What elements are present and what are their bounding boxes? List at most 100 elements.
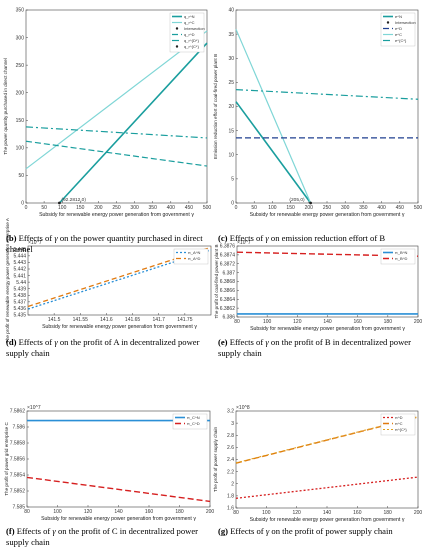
y-tick-label: 5.438 xyxy=(13,293,26,299)
y-tick-label: 30 xyxy=(228,56,234,62)
caption-post: on the profit of C in decentralized powe… xyxy=(6,526,199,547)
axis-exponent: ×10^7 xyxy=(237,240,251,246)
caption-symbol: γ xyxy=(265,337,269,347)
legend-label: π_A^D xyxy=(188,256,201,261)
y-tick-label: 7.586 xyxy=(12,425,25,431)
x-tick-label: 350 xyxy=(359,205,368,211)
caption-label: (d) xyxy=(6,337,17,347)
legend-marker xyxy=(386,21,390,24)
y-tick-label: 6.3868 xyxy=(220,279,236,285)
x-tick-label: 50 xyxy=(41,205,47,211)
y-axis-label: Emission reduction effort of coal-fired … xyxy=(213,54,218,159)
x-tick-label: 350 xyxy=(149,205,158,211)
x-tick-label: 100 xyxy=(53,509,62,515)
x-tick-label: 200 xyxy=(305,205,314,211)
series-line xyxy=(235,476,419,499)
legend-label: π^D xyxy=(395,415,403,420)
legend-label: π_A^N xyxy=(188,250,201,255)
series-line xyxy=(236,251,419,257)
y-tick-label: 5.436 xyxy=(13,306,26,312)
y-tick-label: 6.3872 xyxy=(220,261,236,267)
y-tick-label: 7.5852 xyxy=(10,489,26,495)
y-tick-label: 6.387 xyxy=(222,270,235,276)
caption-label: (b) xyxy=(6,233,17,243)
caption-symbol: γ xyxy=(54,337,58,347)
x-tick-label: 180 xyxy=(175,509,184,515)
caption-g: (g) Effects of γ on the profit of power … xyxy=(218,526,423,537)
legend-label: Intersection xyxy=(395,20,416,25)
legend-label: q_r^{C*} xyxy=(184,44,199,49)
caption-c: (c) Effects of γ on emission reduction e… xyxy=(218,233,423,244)
legend-box xyxy=(173,248,209,265)
x-tick-label: 80 xyxy=(233,510,239,516)
y-tick-label: 3 xyxy=(231,421,234,427)
caption-label: (e) xyxy=(218,337,228,347)
caption-symbol: γ xyxy=(265,233,269,243)
y-tick-label: 40 xyxy=(228,8,234,14)
legend-label: q_r^N xyxy=(184,14,195,19)
caption-symbol: γ xyxy=(265,526,270,536)
x-tick-label: 120 xyxy=(292,510,301,516)
x-tick-label: 200 xyxy=(414,319,423,325)
legend-label: q_r^D xyxy=(184,32,195,37)
y-tick-label: 2.4 xyxy=(227,457,234,463)
x-tick-label: 300 xyxy=(130,205,139,211)
y-tick-label: 7.5854 xyxy=(10,473,26,479)
y-tick-label: 6.3866 xyxy=(220,288,236,294)
y-tick-label: 2.6 xyxy=(227,445,234,451)
y-tick-label: 15 xyxy=(228,128,234,134)
y-tick-label: 7.5862 xyxy=(10,409,26,415)
x-tick-label: 450 xyxy=(396,205,405,211)
y-tick-label: 3.2 xyxy=(227,409,234,415)
series-line xyxy=(25,126,208,139)
y-tick-label: 7.585 xyxy=(12,505,25,511)
x-tick-label: 141.75 xyxy=(177,317,193,323)
caption-symbol: γ xyxy=(54,233,58,243)
annotation-label: (205,0) xyxy=(289,197,305,203)
x-tick-label: 250 xyxy=(323,205,332,211)
caption-pre: Effects of xyxy=(230,526,264,536)
x-tick-label: 200 xyxy=(94,205,103,211)
y-tick-label: 10 xyxy=(228,152,234,158)
y-tick-label: 5.439 xyxy=(13,286,26,292)
x-tick-label: 100 xyxy=(262,510,271,516)
x-tick-label: 120 xyxy=(84,509,93,515)
y-tick-label: 5.44 xyxy=(16,280,26,286)
y-tick-label: 5.442 xyxy=(13,267,26,273)
x-tick-label: 160 xyxy=(353,510,362,516)
caption-symbol: γ xyxy=(52,526,56,536)
y-axis-label: The profit of coal-fired power plant B xyxy=(214,244,219,318)
y-tick-label: 5.443 xyxy=(13,260,26,266)
x-tick-label: 80 xyxy=(24,509,30,515)
series-line xyxy=(235,29,312,204)
axis-exponent: ×10^8 xyxy=(236,405,250,411)
legend-marker xyxy=(175,27,179,30)
caption-post: on the profit of B in decentralized powe… xyxy=(218,337,411,358)
legend-label: π_C^N xyxy=(187,415,200,420)
chart-e: 80 100 120 140 160 180 200 6.386 6.3862 6.3864 6.3… xyxy=(214,240,422,332)
legend-label: q_r^{D*} xyxy=(184,38,199,43)
x-axis-label: Subsidy for renewable energy power gener… xyxy=(250,326,405,332)
series-line xyxy=(26,476,211,503)
x-tick-label: 80 xyxy=(234,319,240,325)
y-tick-label: 0 xyxy=(231,201,234,207)
y-axis-label: The profit of power supply chain xyxy=(213,427,218,493)
series-line xyxy=(235,101,312,204)
x-tick-label: 141.55 xyxy=(73,317,89,323)
caption-e: (e) Effects of γ on the profit of B in d… xyxy=(218,337,423,359)
y-tick-label: 1.8 xyxy=(227,494,234,500)
legend-label: e^N xyxy=(395,14,402,19)
x-tick-label: 250 xyxy=(112,205,121,211)
y-tick-label: 5.441 xyxy=(13,273,26,279)
y-tick-label: 150 xyxy=(16,118,25,124)
legend-label: e^D xyxy=(395,26,402,31)
x-tick-label: 160 xyxy=(145,509,154,515)
x-tick-label: 150 xyxy=(76,205,85,211)
legend-label: q_r^C xyxy=(184,20,195,25)
y-tick-label: 5 xyxy=(231,177,234,183)
caption-label: (g) xyxy=(218,526,229,536)
x-tick-label: 160 xyxy=(353,319,362,325)
caption-pre: Effects of xyxy=(18,233,53,243)
caption-post: on the power quantity purchased in direc… xyxy=(6,233,203,254)
y-tick-label: 25 xyxy=(228,80,234,86)
